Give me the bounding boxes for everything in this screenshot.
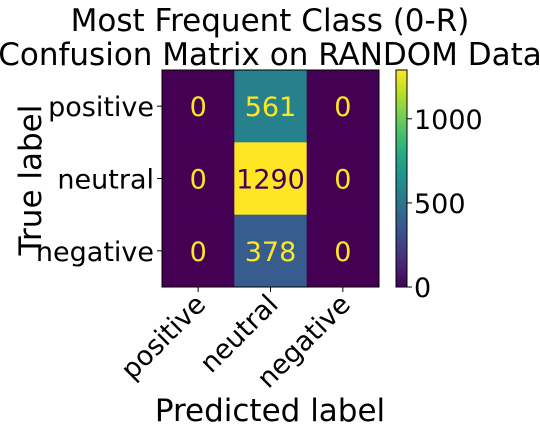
cell-value-label: 1290 — [236, 165, 305, 196]
cell-value-label: 0 — [190, 237, 207, 268]
y-tick-label: negative — [36, 237, 154, 268]
heatmap-cell — [234, 70, 308, 143]
x-axis-label: Predicted label — [155, 393, 385, 429]
heatmap-cell-labels: 0 561 0 0 1290 0 0 378 0 — [190, 92, 352, 268]
cell-value-label: 0 — [334, 237, 351, 268]
heatmap-cell — [306, 214, 380, 288]
heatmap-cell — [162, 142, 235, 216]
y-tick-label: positive — [48, 92, 154, 123]
heatmap-cell — [162, 70, 235, 143]
y-tick-label: neutral — [57, 165, 154, 196]
cell-value-label: 0 — [334, 92, 351, 123]
colorbar-tick-label: 0 — [414, 273, 431, 304]
heatmap-cell — [306, 142, 380, 216]
cell-value-label: 0 — [190, 165, 207, 196]
colorbar-tick-label: 500 — [414, 189, 466, 220]
heatmap-cell — [306, 70, 380, 143]
cell-value-label: 0 — [190, 92, 207, 123]
cell-value-label: 561 — [245, 92, 297, 123]
colorbar-tick-label: 1000 — [414, 105, 483, 136]
chart-title-line-1: Most Frequent Class (0-R) — [71, 3, 470, 39]
cell-value-label: 0 — [334, 165, 351, 196]
y-axis-ticks: positive neutral negative — [36, 92, 162, 268]
y-axis-label: True label — [13, 105, 49, 257]
colorbar-ticks: 0 500 1000 — [407, 105, 483, 304]
colorbar — [395, 69, 408, 288]
heatmap-cell — [234, 214, 308, 288]
heatmap-cells — [162, 70, 380, 288]
cell-value-label: 378 — [245, 237, 297, 268]
heatmap-cell — [234, 142, 308, 216]
heatmap-cell — [162, 214, 235, 288]
chart-title-line-2: Confusion Matrix on RANDOM Data — [0, 37, 540, 73]
x-tick-label: positive — [115, 289, 212, 386]
